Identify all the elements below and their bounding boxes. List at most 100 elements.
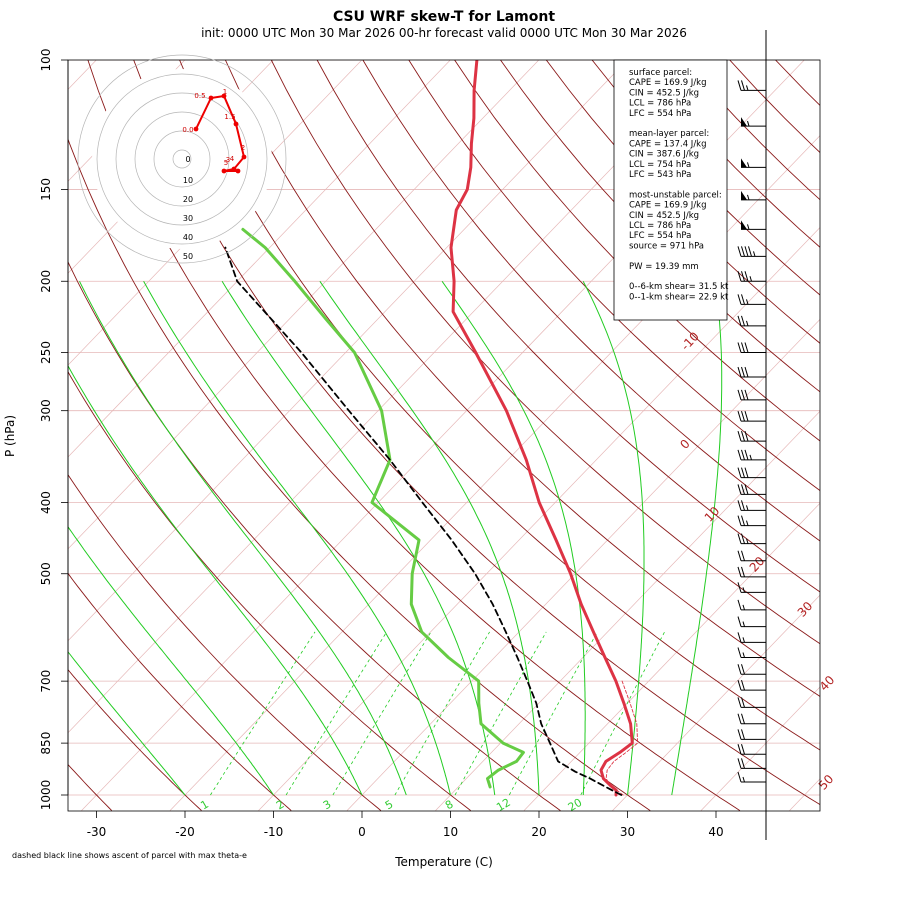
dry-adiabat: [789, 26, 900, 810]
pressure-tick-label: 850: [39, 732, 53, 755]
wind-barb-flag: [742, 744, 745, 754]
dry-adiabat: [256, 26, 900, 810]
hodograph-ring-label: 50: [183, 252, 193, 261]
wind-barb: [738, 431, 766, 441]
temperature-tick-label: -30: [87, 825, 107, 839]
wind-barb-half-flag: [743, 637, 745, 642]
wind-barb: [738, 246, 766, 256]
wind-barb-flag: [742, 567, 745, 577]
wind-barb-half-flag: [748, 195, 750, 200]
temperature-tick-label: 30: [620, 825, 635, 839]
y-axis-label: P (hPa): [3, 415, 17, 457]
wind-barb-flag: [749, 246, 752, 256]
pressure-tick-label: 500: [39, 562, 53, 585]
wind-barb: [738, 744, 766, 754]
moist-adiabat: [442, 281, 585, 795]
wind-barb: [738, 617, 766, 627]
isotherm-label: 50: [816, 772, 837, 793]
wind-barb-half-flag: [748, 162, 750, 167]
wind-barb: [741, 220, 766, 229]
info-box-line: PW = 19.39 mm: [629, 262, 699, 272]
wind-barb-flag: [738, 450, 741, 460]
moist-adiabat: [0, 281, 185, 795]
wind-barb-pennant: [741, 191, 747, 200]
moist-adiabat: [144, 281, 451, 795]
wind-barb-flag: [742, 367, 745, 377]
wind-barb-flag: [745, 411, 748, 421]
info-box-line: source = 971 hPa: [629, 241, 704, 251]
info-box-line: 0--6-km shear= 31.5 kt: [629, 282, 729, 292]
wind-barb-flag: [738, 697, 741, 707]
hodograph-point: [234, 122, 239, 127]
mixing-ratio-label: 3: [321, 798, 334, 813]
wind-barb-flag: [738, 390, 741, 400]
info-box-line: surface parcel:: [629, 68, 692, 78]
parcel-ascent-trace: [225, 248, 621, 795]
chart-subtitle: init: 0000 UTC Mon 30 Mar 2026 00-hr for…: [201, 26, 687, 40]
wind-barb-flag: [738, 647, 741, 657]
wind-barb-flag: [742, 294, 745, 304]
wind-barb-half-flag: [750, 276, 752, 281]
hodograph-height-label: 0.0: [182, 126, 193, 134]
isotherm-label: 10: [702, 504, 723, 525]
wind-barb-half-flag: [754, 251, 756, 256]
wind-barb: [738, 516, 766, 526]
mixing-ratio-line: [210, 632, 315, 795]
wind-barb-half-flag: [747, 321, 749, 326]
isotherm-line: [701, 26, 900, 810]
wind-barb-flag: [742, 680, 745, 690]
hodograph-point: [209, 96, 214, 101]
wind-barb: [738, 772, 766, 782]
wind-barb-flag: [738, 468, 741, 478]
wind-barb-pennant: [741, 158, 747, 167]
wind-barb-half-flag: [750, 455, 752, 460]
x-axis-label: Temperature (C): [394, 855, 493, 869]
wind-barbs: [738, 30, 766, 840]
hodograph-ring-label: 30: [183, 214, 193, 223]
pressure-tick-label: 100: [39, 49, 53, 72]
pressure-tick-label: 150: [39, 178, 53, 201]
temperature-tick-label: 40: [708, 825, 723, 839]
wind-barb-flag: [745, 342, 748, 352]
wind-barb: [738, 534, 766, 544]
hodograph-height-label: 0.5: [194, 92, 205, 100]
info-box-line: CIN = 452.5 J/kg: [629, 88, 699, 98]
isotherm-label: 20: [747, 554, 768, 575]
dry-adiabat: [745, 26, 900, 810]
hodograph-height-label: 4: [230, 155, 235, 163]
wind-barb-flag: [742, 246, 745, 256]
dry-adiabat: [0, 26, 560, 810]
dry-adiabat: [300, 26, 900, 810]
temperature-tick-label: -20: [175, 825, 195, 839]
wind-barb-flag: [742, 551, 745, 561]
info-box-line: LCL = 786 hPa: [629, 221, 691, 231]
wind-barb-flag: [742, 431, 745, 441]
info-box-line: CAPE = 169.9 J/kg: [629, 78, 707, 88]
dry-adiabat: [834, 26, 900, 810]
info-box-line: mean-layer parcel:: [629, 129, 709, 139]
wind-barb-flag: [738, 342, 741, 352]
wind-barb: [738, 714, 766, 724]
wind-barb-half-flag: [743, 777, 745, 782]
wind-barb: [738, 80, 766, 90]
wind-barb: [738, 316, 766, 326]
info-box-line: LFC = 554 hPa: [629, 109, 691, 119]
hodograph-point: [222, 169, 227, 174]
wind-barb-flag: [738, 294, 741, 304]
dry-adiabat: [211, 26, 900, 810]
info-box-line: LFC = 554 hPa: [629, 231, 691, 241]
info-box-line: CAPE = 137.4 J/kg: [629, 139, 707, 149]
wind-barb-flag: [745, 468, 748, 478]
pressure-tick-label: 250: [39, 341, 53, 364]
wind-barb-flag: [742, 714, 745, 724]
wind-barb-flag: [742, 390, 745, 400]
hodograph-ring-label: 0: [185, 155, 190, 164]
wind-barb-half-flag: [747, 521, 749, 526]
info-box-line: LFC = 543 hPa: [629, 170, 691, 180]
hodograph-point: [242, 155, 247, 160]
hodograph-ring-label: 10: [183, 176, 193, 185]
